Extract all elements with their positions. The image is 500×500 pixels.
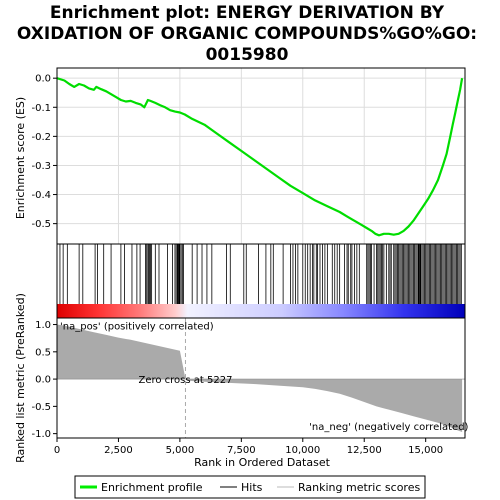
hits-area [57, 244, 465, 304]
pos-correlated-label: 'na_pos' (positively correlated) [60, 322, 214, 333]
title-line-3: 0015980 [206, 45, 289, 65]
es-panel: 0.0 -0.1 -0.2 -0.3 -0.4 -0.5 [31, 67, 466, 245]
es-y-axis-label: Enrichment score (ES) [14, 97, 27, 219]
enrichment-profile-line [56, 77, 464, 237]
x-tick-label: 10,000 [285, 445, 320, 456]
ranking-metric-area [57, 324, 463, 432]
title-line-2: OXIDATION OF ORGANIC COMPOUNDS%GO%GO: [17, 24, 477, 44]
metric-y-tick-label: 0.5 [35, 347, 51, 358]
legend: Enrichment profile Hits Ranking metric s… [74, 475, 426, 499]
es-y-tick-label: -0.2 [31, 132, 51, 143]
hits-panel [56, 243, 466, 319]
metric-frame [56, 317, 466, 439]
es-y-tick-label: -0.3 [31, 161, 51, 172]
es-y-tick-label: 0.0 [35, 74, 51, 85]
x-axis-label: Rank in Ordered Dataset [194, 456, 331, 469]
es-y-tick-label: -0.1 [31, 103, 51, 114]
legend-box [74, 475, 426, 499]
metric-y-tick-label: -1.0 [31, 429, 51, 440]
x-tick-label: 5,000 [166, 445, 195, 456]
metric-y-tick-label: 1.0 [35, 320, 51, 331]
zero-cross-label: Zero cross at 5227 [138, 375, 232, 386]
x-tick-label: 12,500 [347, 445, 382, 456]
title-line-1: Enrichment plot: ENERGY DERIVATION BY [50, 3, 445, 23]
neg-correlated-label: 'na_neg' (negatively correlated) [309, 422, 468, 433]
rank-color-bar [57, 304, 465, 318]
metric-panel: 1.0 0.5 0.0 -0.5 -1.0 Zero cross at 5227 'na_p… [31, 317, 469, 456]
metric-y-axis-label: Ranked list metric (PreRanked) [14, 293, 27, 463]
x-tick-label: 0 [54, 445, 60, 456]
x-tick-label: 15,000 [408, 445, 443, 456]
metric-y-tick-label: 0.0 [35, 375, 51, 386]
es-y-tick-label: -0.4 [31, 190, 51, 201]
legend-metric-label: Ranking metric scores [298, 481, 420, 494]
legend-profile-label: Enrichment profile [101, 481, 203, 494]
x-tick-label: 7,500 [227, 445, 256, 456]
es-y-tick-label: -0.5 [31, 219, 51, 230]
legend-hits-label: Hits [241, 481, 263, 494]
metric-y-tick-label: -0.5 [31, 402, 51, 413]
x-tick-label: 2,500 [104, 445, 133, 456]
es-plot-area [57, 68, 465, 244]
